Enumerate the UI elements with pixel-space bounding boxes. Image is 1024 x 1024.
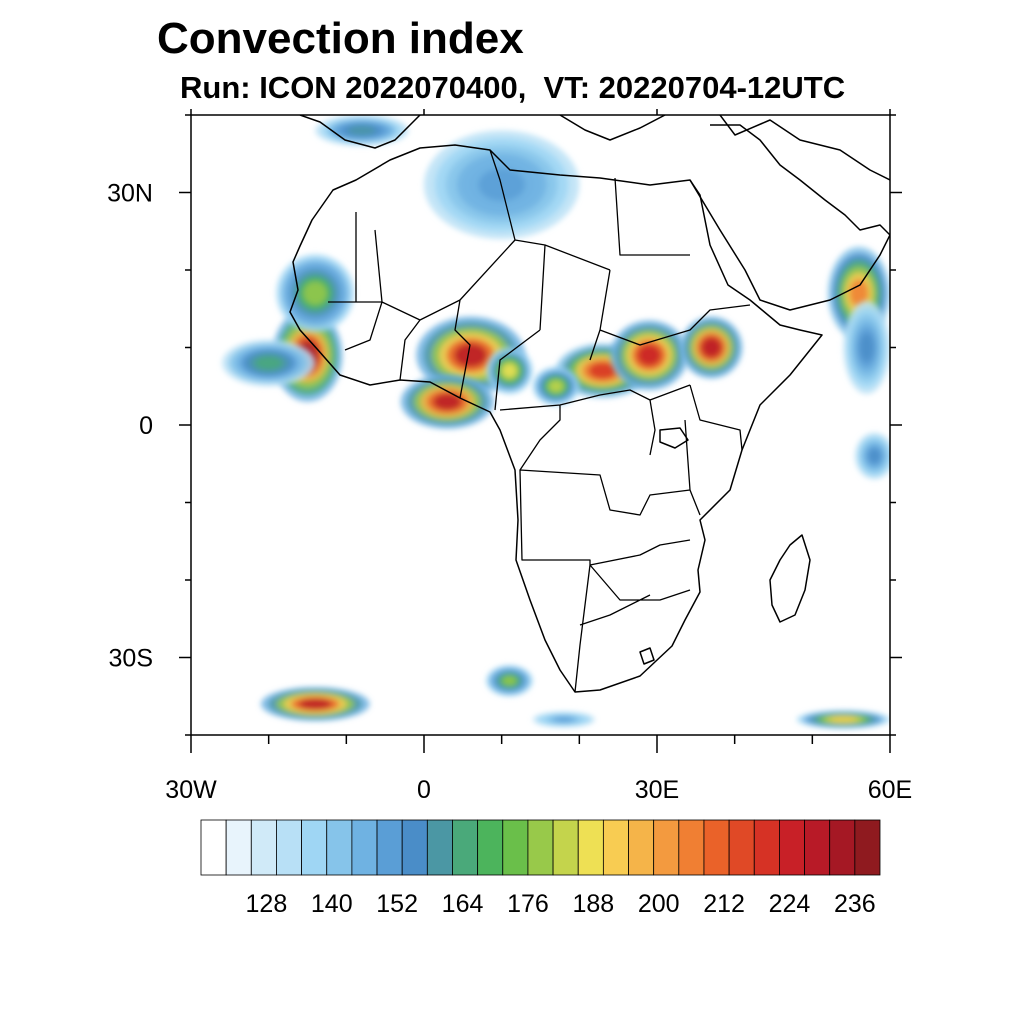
colorbar-label: 212 bbox=[703, 890, 745, 918]
colorbar-box bbox=[401, 819, 428, 876]
lon-tick-label: 0 bbox=[417, 776, 431, 804]
convection-cell bbox=[260, 686, 370, 722]
convection-cell bbox=[486, 665, 533, 697]
colorbar-box bbox=[678, 819, 705, 876]
madagascar-coastline bbox=[769, 534, 811, 623]
colorbar-box bbox=[225, 819, 252, 876]
lon-tick-label: 30W bbox=[165, 776, 217, 804]
coastlines-and-borders bbox=[289, 115, 890, 693]
colorbar-label: 200 bbox=[638, 890, 680, 918]
colorbar-label: 224 bbox=[769, 890, 811, 918]
convection-cell bbox=[610, 320, 689, 391]
colorbar-box bbox=[426, 819, 453, 876]
colorbar-box bbox=[602, 819, 629, 876]
colorbar-box bbox=[829, 819, 856, 876]
convection-cell bbox=[855, 432, 890, 480]
lat-tick-label: 0 bbox=[139, 412, 153, 440]
convection-cell bbox=[796, 710, 890, 729]
colorbar bbox=[200, 819, 881, 876]
lat-tick-label: 30N bbox=[107, 180, 153, 208]
country-borders bbox=[328, 149, 751, 693]
convection-cell bbox=[400, 374, 494, 429]
colorbar-box bbox=[753, 819, 780, 876]
convection-cell bbox=[222, 339, 316, 387]
arabia-coastline bbox=[689, 124, 890, 311]
colorbar-box bbox=[628, 819, 655, 876]
chart-title: Convection index bbox=[157, 14, 524, 63]
colorbar-label: 236 bbox=[834, 890, 876, 918]
colorbar-box bbox=[527, 819, 554, 876]
colorbar-box bbox=[779, 819, 805, 876]
convection-cell bbox=[486, 347, 533, 394]
colorbar-label: 140 bbox=[311, 890, 353, 918]
lon-tick-label: 60E bbox=[868, 776, 912, 804]
colorbar-box bbox=[653, 819, 680, 876]
colorbar-box bbox=[703, 819, 730, 876]
colorbar-box bbox=[854, 819, 881, 876]
colorbar-label: 152 bbox=[376, 890, 418, 918]
lake-victoria bbox=[659, 427, 689, 449]
convection-cell bbox=[680, 316, 743, 379]
colorbar-box bbox=[728, 819, 755, 876]
colorbar-box bbox=[326, 819, 353, 876]
colorbar-box bbox=[502, 819, 529, 876]
lon-tick-label: 30E bbox=[635, 776, 679, 804]
iberia-coastline bbox=[299, 115, 421, 149]
colorbar-box bbox=[804, 819, 831, 876]
convection-cell bbox=[276, 254, 355, 332]
axis-tick-labels: 30N 0 30S 30W 0 30E 60E bbox=[107, 180, 912, 805]
convection-cell bbox=[532, 366, 580, 406]
europe-coastline bbox=[559, 115, 666, 141]
colorbar-box bbox=[200, 819, 227, 876]
colorbar-label: 176 bbox=[507, 890, 549, 918]
colorbar-label: 164 bbox=[442, 890, 484, 918]
colorbar-box bbox=[351, 819, 378, 876]
colorbar-box bbox=[477, 819, 504, 876]
colorbar-box bbox=[577, 819, 604, 876]
colorbar-box bbox=[376, 819, 403, 876]
convection-cell bbox=[315, 115, 409, 146]
axis-ticks bbox=[179, 109, 902, 753]
colorbar-label: 128 bbox=[246, 890, 288, 918]
convection-cell bbox=[532, 711, 595, 728]
lat-tick-label: 30S bbox=[109, 645, 153, 673]
africa-coastline bbox=[289, 144, 823, 693]
colorbar-box bbox=[301, 819, 328, 876]
colorbar-box bbox=[250, 819, 277, 876]
lesotho-border bbox=[639, 647, 655, 665]
chart-subtitle: Run: ICON 2022070400, VT: 20220704-12UTC bbox=[180, 70, 846, 105]
colorbar-labels: 128 140 152 164 176 188 200 212 224 236 bbox=[246, 890, 876, 918]
colorbar-label: 188 bbox=[572, 890, 614, 918]
colorbar-box bbox=[552, 819, 579, 876]
colorbar-box bbox=[452, 819, 479, 876]
mediterranean-coast bbox=[719, 115, 890, 181]
convection-cell bbox=[843, 301, 890, 394]
colorbar-box bbox=[276, 819, 302, 876]
